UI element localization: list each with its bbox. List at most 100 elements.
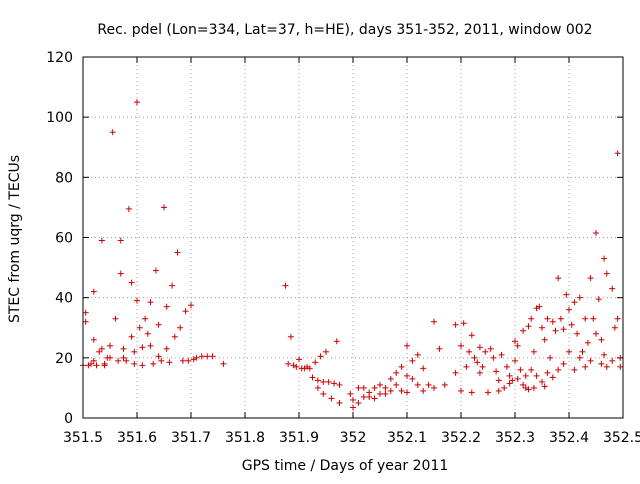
data-point xyxy=(360,393,367,400)
data-point xyxy=(314,377,321,384)
data-point xyxy=(147,342,154,349)
data-point xyxy=(566,348,572,355)
data-point xyxy=(468,332,475,339)
data-point xyxy=(571,299,578,306)
data-point xyxy=(506,380,513,387)
data-point xyxy=(136,324,143,331)
data-point xyxy=(107,354,113,361)
data-point xyxy=(320,390,327,397)
data-point xyxy=(549,374,556,381)
data-point xyxy=(582,315,589,322)
data-point xyxy=(128,333,135,340)
data-point xyxy=(533,305,540,312)
data-point xyxy=(541,336,548,343)
data-point xyxy=(312,359,319,366)
data-point xyxy=(117,237,124,244)
data-point xyxy=(404,389,410,396)
data-point xyxy=(355,399,362,406)
data-point xyxy=(306,365,313,372)
data-point xyxy=(528,366,535,373)
data-point xyxy=(603,270,610,277)
data-point xyxy=(482,348,489,355)
data-point xyxy=(536,303,543,310)
data-point xyxy=(360,384,367,391)
data-point xyxy=(476,369,483,376)
data-point xyxy=(128,279,135,286)
data-point xyxy=(82,318,89,325)
data-point xyxy=(576,354,583,361)
data-point xyxy=(179,357,186,364)
data-point xyxy=(617,363,624,370)
data-point xyxy=(493,368,500,375)
data-point xyxy=(304,363,311,370)
data-point xyxy=(425,381,432,388)
data-point xyxy=(487,345,494,352)
data-point xyxy=(587,357,594,364)
data-point xyxy=(125,205,132,212)
data-point xyxy=(533,372,540,379)
data-point xyxy=(301,365,308,372)
data-point xyxy=(166,359,173,366)
data-point xyxy=(398,363,405,370)
data-point xyxy=(163,303,170,310)
data-point xyxy=(182,308,189,315)
data-point xyxy=(347,390,354,397)
data-point xyxy=(177,324,184,331)
data-point xyxy=(355,384,362,391)
data-point xyxy=(155,353,162,360)
data-point xyxy=(555,366,562,373)
data-point xyxy=(593,229,599,236)
data-point xyxy=(614,315,621,322)
x-tick-label: 351.6 xyxy=(117,430,157,446)
data-point xyxy=(158,357,165,364)
data-point xyxy=(598,360,605,367)
data-point xyxy=(609,357,616,364)
data-point xyxy=(466,348,473,355)
data-point xyxy=(568,321,575,328)
data-point xyxy=(547,354,554,361)
data-point xyxy=(209,353,216,360)
plot-frame xyxy=(82,56,624,419)
y-tick-label: 120 xyxy=(46,50,73,66)
data-point xyxy=(285,360,292,367)
data-point xyxy=(603,363,610,370)
data-point xyxy=(333,338,340,345)
data-point xyxy=(109,129,116,136)
data-point xyxy=(609,285,616,292)
data-point xyxy=(460,320,467,327)
y-tick-label: 0 xyxy=(64,411,73,427)
data-point xyxy=(409,357,416,364)
grid xyxy=(83,57,623,418)
x-tick-label: 351.5 xyxy=(63,430,103,446)
data-point xyxy=(366,389,373,396)
data-point xyxy=(579,348,586,355)
data-point xyxy=(123,357,130,364)
data-point xyxy=(377,381,383,388)
x-tick-label: 352.5 xyxy=(603,430,640,446)
data-point xyxy=(142,315,149,322)
data-point xyxy=(530,384,537,391)
data-point xyxy=(452,369,459,376)
data-point xyxy=(155,321,162,328)
y-tick-label: 60 xyxy=(55,231,73,247)
data-point xyxy=(452,321,459,328)
data-point xyxy=(506,372,513,379)
x-axis-title: GPS time / Days of year 2011 xyxy=(242,458,449,474)
data-point xyxy=(147,299,154,306)
y-tick-label: 40 xyxy=(55,291,73,307)
data-point xyxy=(96,348,103,355)
data-point xyxy=(522,372,529,379)
data-point xyxy=(431,318,437,325)
data-point xyxy=(85,362,92,369)
data-point xyxy=(593,330,599,337)
data-point xyxy=(601,351,608,358)
data-point xyxy=(420,365,427,372)
data-point xyxy=(144,330,151,337)
data-point xyxy=(161,204,167,211)
data-point xyxy=(112,315,119,322)
data-point xyxy=(134,297,140,304)
data-point xyxy=(522,384,529,391)
data-point xyxy=(590,315,597,322)
data-point xyxy=(576,294,583,301)
